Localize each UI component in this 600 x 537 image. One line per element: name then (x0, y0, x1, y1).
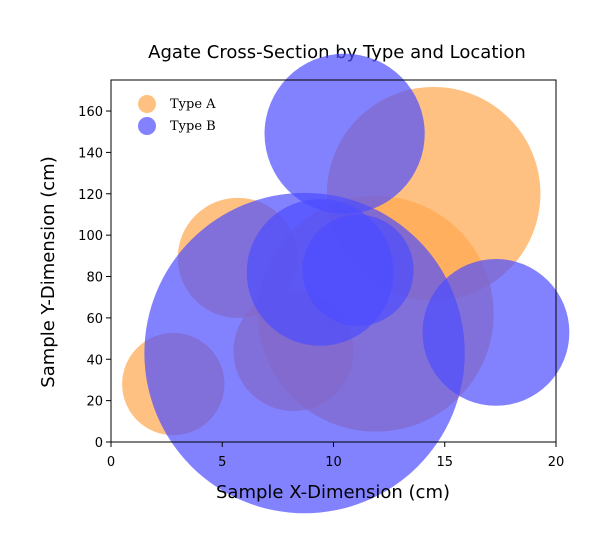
bubble-layer (122, 53, 570, 514)
y-tick-label: 60 (86, 312, 103, 327)
legend: Type A Type B (138, 95, 216, 135)
y-tick-label: 140 (78, 146, 103, 161)
x-tick-label: 15 (436, 455, 453, 470)
x-tick-label: 5 (218, 455, 226, 470)
x-tick-label: 20 (548, 455, 565, 470)
legend-label-type-a: Type A (170, 97, 216, 112)
x-axis-label: Sample X-Dimension (cm) (216, 482, 450, 503)
y-axis-ticks: 0 20 40 60 80 100 120 140 160 (78, 105, 111, 451)
chart-title: Agate Cross-Section by Type and Location (148, 42, 526, 63)
x-tick-label: 0 (107, 455, 115, 470)
y-tick-label: 120 (78, 188, 103, 203)
y-tick-label: 160 (78, 105, 103, 120)
y-axis-label: Sample Y-Dimension (cm) (38, 156, 59, 387)
x-tick-label: 10 (325, 455, 342, 470)
bubble-type-b-4 (302, 214, 414, 326)
y-tick-label: 0 (95, 436, 103, 451)
x-axis-ticks: 0 5 10 15 20 (107, 442, 564, 470)
y-tick-label: 20 (86, 395, 103, 410)
bubble-type-b-3 (264, 53, 425, 214)
y-tick-label: 40 (86, 353, 103, 368)
legend-label-type-b: Type B (170, 119, 216, 134)
bubble-type-b-5 (422, 258, 570, 406)
y-tick-label: 100 (78, 229, 103, 244)
legend-marker-type-b (138, 117, 156, 135)
y-tick-label: 80 (86, 271, 103, 286)
legend-marker-type-a (138, 95, 156, 113)
